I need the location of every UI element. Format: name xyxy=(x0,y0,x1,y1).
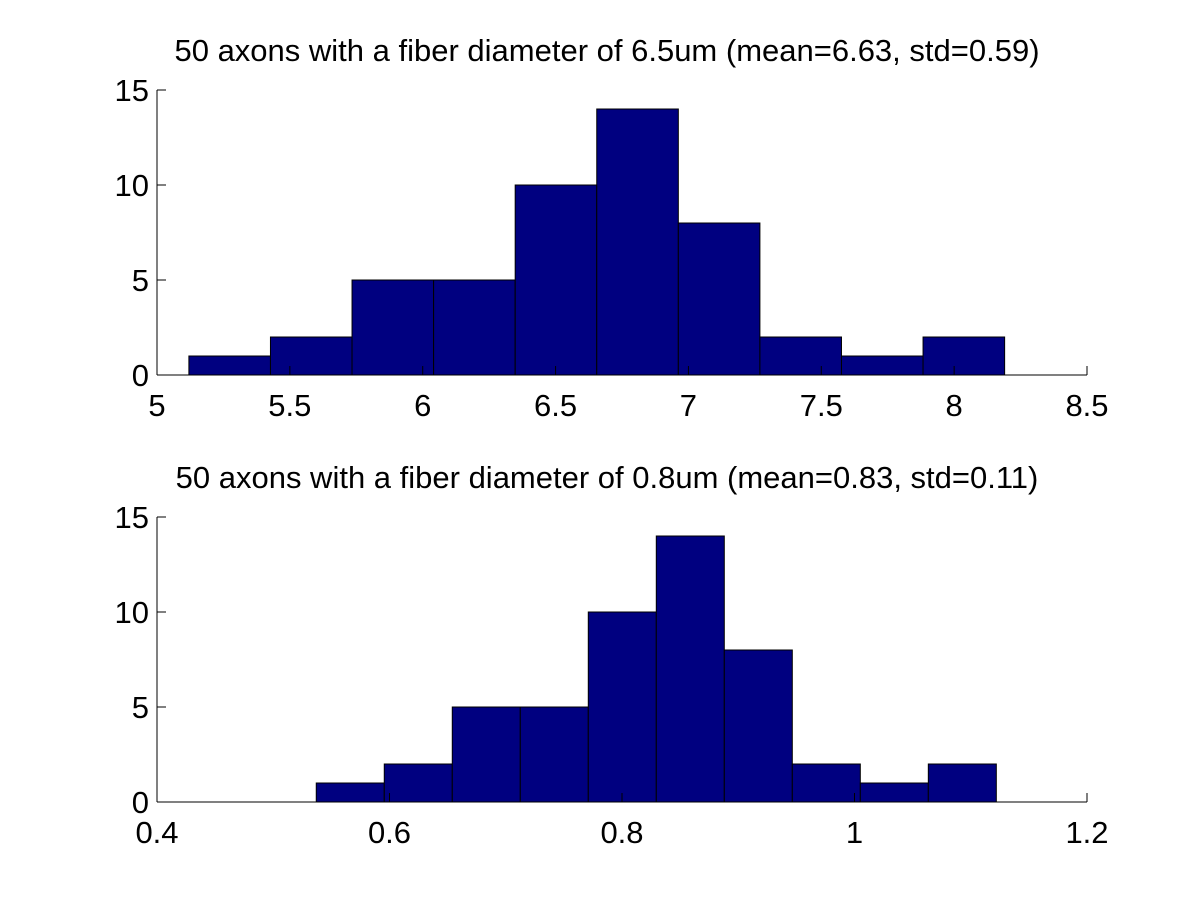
x-tick-label: 8 xyxy=(946,388,963,423)
y-tick-label: 5 xyxy=(132,690,149,725)
histogram-panel-top: 50 axons with a fiber diameter of 6.5um … xyxy=(115,33,1109,423)
histogram-bar xyxy=(791,763,861,803)
histogram-bar xyxy=(514,184,598,376)
histogram-bar xyxy=(383,763,453,803)
histogram-bar xyxy=(759,336,842,376)
histogram-bar xyxy=(433,279,516,376)
y-tick-label: 15 xyxy=(115,73,149,108)
histogram-bar xyxy=(351,279,435,376)
x-tick-label: 7.5 xyxy=(800,388,843,423)
histogram-bar xyxy=(840,355,924,376)
y-ticks-bottom: 0 5 10 15 xyxy=(115,500,166,820)
x-tick-label: 6 xyxy=(414,388,431,423)
histogram-bar xyxy=(269,336,353,376)
x-tick-label: 0.4 xyxy=(135,815,178,850)
histogram-panel-bottom: 50 axons with a fiber diameter of 0.8um … xyxy=(115,460,1109,850)
x-tick-label: 1.2 xyxy=(1065,815,1108,850)
y-ticks-top: 0 5 10 15 xyxy=(115,73,166,393)
x-tick-label: 1 xyxy=(846,815,863,850)
histogram-bar xyxy=(859,782,929,803)
x-tick-label: 5 xyxy=(148,388,165,423)
x-ticks-bottom: 0.4 0.6 0.8 1 1.2 xyxy=(135,793,1109,850)
x-tick-label: 5.5 xyxy=(268,388,311,423)
histogram-bar xyxy=(519,706,589,803)
histogram-bar xyxy=(927,763,997,803)
y-tick-label: 0 xyxy=(132,785,149,820)
histogram-bar xyxy=(188,355,271,376)
chart-title-bottom: 50 axons with a fiber diameter of 0.8um … xyxy=(176,460,1039,495)
histogram-bar xyxy=(655,535,725,803)
x-tick-label: 8.5 xyxy=(1065,388,1108,423)
x-tick-label: 6.5 xyxy=(534,388,577,423)
bars-top xyxy=(188,108,1006,376)
histogram-bar xyxy=(315,782,385,803)
y-tick-label: 10 xyxy=(115,595,149,630)
y-tick-label: 5 xyxy=(132,263,149,298)
y-tick-label: 10 xyxy=(115,168,149,203)
y-tick-label: 0 xyxy=(132,358,149,393)
chart-title-top: 50 axons with a fiber diameter of 6.5um … xyxy=(174,33,1039,68)
histogram-bar xyxy=(587,611,657,803)
histogram-bar xyxy=(596,108,679,376)
histogram-bar xyxy=(723,649,793,803)
x-tick-label: 0.8 xyxy=(600,815,643,850)
y-tick-label: 15 xyxy=(115,500,149,535)
bars-bottom xyxy=(315,535,997,803)
histogram-bar xyxy=(451,706,521,803)
histogram-bar xyxy=(677,222,761,376)
x-tick-label: 7 xyxy=(680,388,697,423)
x-tick-label: 0.6 xyxy=(368,815,411,850)
axes-top xyxy=(156,90,1087,376)
histogram-bar xyxy=(922,336,1006,376)
x-ticks-top: 5 5.5 6 6.5 7 7.5 8 8.5 xyxy=(148,366,1109,423)
